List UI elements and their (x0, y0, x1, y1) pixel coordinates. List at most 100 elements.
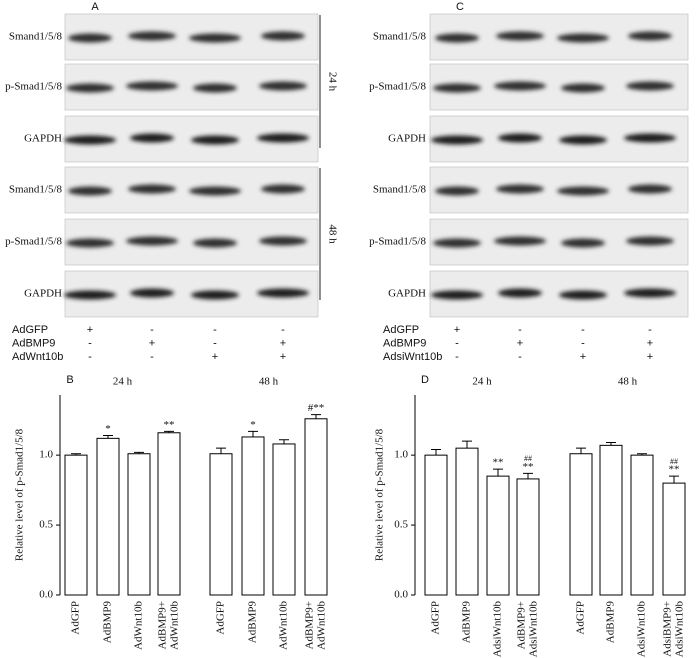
blot-band (431, 135, 483, 145)
group-label: 24 h (113, 376, 133, 388)
x-tick-label: AdBMP9+ (516, 601, 528, 649)
blot-row-label: p-Smad1/5/8 (5, 81, 62, 93)
blot-band (496, 184, 544, 194)
error-bar (576, 447, 586, 454)
blot-band (126, 236, 178, 246)
treatment-sign: + (87, 324, 93, 336)
y-tick-label: 1.0 (394, 449, 408, 461)
significance-mark: ## (670, 457, 678, 466)
treatment-label: AdsiWnt10b (383, 351, 442, 363)
error-bar (216, 447, 226, 454)
significance-mark: ** (493, 457, 504, 469)
x-tick-label: AdsiWnt10b (636, 601, 648, 658)
significance-mark: ## (524, 454, 532, 463)
error-bar (279, 439, 289, 444)
blot-band (496, 31, 544, 41)
treatment-sign: - (455, 351, 459, 363)
blot-row-label: p-Smad1/5/8 (369, 236, 426, 248)
blot-band (626, 81, 674, 91)
y-tick-label: 0.5 (394, 519, 408, 531)
group-label: 24 h (472, 376, 492, 388)
blot-band (68, 33, 112, 43)
x-tick-label: AdWnt10b (278, 601, 290, 650)
blot-row-label: Smand1/5/8 (373, 31, 427, 43)
significance-mark: * (105, 423, 111, 435)
x-tick-label: AdsiBMP9+ (662, 601, 674, 657)
blot-band (626, 236, 674, 246)
treatment-sign: - (213, 324, 217, 336)
treatment-sign: - (648, 324, 652, 336)
blot-band (191, 135, 239, 145)
y-axis-label: Relative level of p-Smad1/5/8 (14, 428, 26, 561)
blot-row-label: GAPDH (388, 133, 426, 145)
blot-band (561, 238, 605, 248)
blot-band (559, 290, 607, 300)
error-bar (71, 453, 81, 456)
error-bar (248, 430, 258, 437)
x-tick-label: AdBMP9+ (157, 601, 169, 649)
bar (272, 443, 296, 596)
error-bar (431, 449, 441, 456)
bar (424, 454, 448, 596)
blot-band (433, 83, 481, 93)
x-tick-label: AdWnt10b (133, 601, 145, 650)
blot-band (130, 288, 174, 298)
blot-band (498, 133, 542, 143)
treatment-sign: - (455, 337, 459, 349)
blot-band (128, 184, 176, 194)
panel-label: B (66, 374, 73, 386)
time-label: 48 h (326, 224, 338, 244)
treatment-sign: - (88, 337, 92, 349)
blot-band (628, 31, 672, 41)
error-bar (134, 451, 144, 454)
treatment-sign: + (647, 337, 653, 349)
error-bar (606, 442, 616, 446)
x-tick-label: AdBMP9 (605, 601, 617, 644)
x-tick-label: AdWnt10b (316, 601, 328, 650)
blot-row-label: Smand1/5/8 (9, 31, 63, 43)
bar (662, 482, 686, 596)
error-bar (523, 472, 533, 479)
x-tick-label: AdsiWnt10b (528, 601, 540, 658)
bar (599, 444, 623, 596)
blot-row-label: Smand1/5/8 (9, 184, 63, 196)
y-tick-label: 1.0 (39, 449, 53, 461)
treatment-sign: + (580, 351, 586, 363)
significance-mark: #** (308, 402, 325, 414)
blot-band (66, 238, 114, 248)
bar (630, 454, 654, 596)
blot-band (433, 238, 481, 248)
blot-band (557, 186, 609, 196)
blot-band (130, 133, 174, 143)
error-bar (637, 453, 647, 456)
treatment-label: AdWnt10b (12, 351, 63, 363)
blot-band (66, 83, 114, 93)
blot-row-label: Smand1/5/8 (373, 184, 427, 196)
blot-band (257, 133, 309, 143)
blot-band (193, 83, 237, 93)
error-bar (669, 475, 679, 484)
blot-row-label: p-Smad1/5/8 (5, 236, 62, 248)
bar (486, 475, 510, 596)
treatment-sign: - (581, 337, 585, 349)
treatment-sign: + (212, 351, 218, 363)
bar (304, 418, 328, 596)
blot-band (193, 238, 237, 248)
treatment-sign: - (213, 337, 217, 349)
blot-band (624, 288, 676, 298)
error-bar (103, 435, 113, 439)
blot-band (259, 81, 307, 91)
blot-row-label: GAPDH (388, 288, 426, 300)
treatment-label: AdGFP (383, 324, 419, 336)
treatment-sign: + (647, 351, 653, 363)
blot-band (68, 186, 112, 196)
significance-mark: * (250, 419, 256, 431)
x-tick-label: AdsiWnt10b (674, 601, 686, 658)
x-tick-label: AdsiWnt10b (492, 601, 504, 658)
treatment-sign: + (280, 337, 286, 349)
x-tick-label: AdGFP (430, 601, 442, 635)
x-tick-label: AdBMP9 (247, 601, 259, 644)
bar (516, 478, 540, 596)
blot-row-label: p-Smad1/5/8 (369, 81, 426, 93)
